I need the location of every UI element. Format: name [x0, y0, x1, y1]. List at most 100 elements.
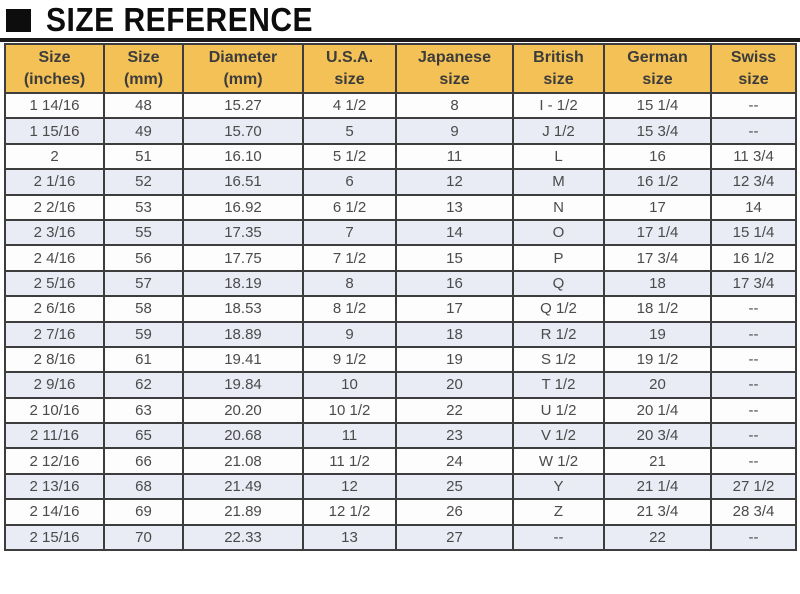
table-cell: 11: [395, 142, 514, 171]
table-cell: 15: [395, 244, 514, 272]
table-cell: 16: [603, 142, 712, 171]
table-cell: 22.33: [182, 523, 304, 552]
table-cell: --: [710, 396, 797, 425]
table-cell: R 1/2: [512, 320, 605, 348]
table-row: 2 4/16 56 17.75 7 1/2 15 P 17 3/4 16 1/2: [4, 244, 797, 272]
table-cell: 13: [395, 193, 514, 221]
column-header-3: U.S.A. size: [302, 43, 397, 94]
size-table-head: Size (inches) Size (mm) Diameter (mm) U.S.A…: [4, 43, 797, 94]
table-cell: 2 9/16: [4, 371, 105, 399]
table-cell: --: [710, 371, 797, 399]
table-row: 1 15/16 49 15.70 5 9 J 1/2 15 3/4 --: [4, 117, 797, 145]
table-cell: 48: [103, 91, 184, 120]
table-cell: 2 12/16: [4, 447, 105, 475]
size-table-body: 1 14/16 48 15.27 4 1/2 8 I - 1/2 15 1/4 -- 1 15/…: [4, 91, 797, 552]
table-cell: 19.84: [182, 371, 304, 399]
table-cell: 7 1/2: [302, 244, 397, 272]
table-row: 2 14/16 69 21.89 12 1/2 26 Z 21 3/4 28 3/4: [4, 498, 797, 526]
table-cell: 2 4/16: [4, 244, 105, 272]
table-cell: Q 1/2: [512, 295, 605, 323]
table-cell: J 1/2: [512, 117, 605, 145]
table-cell: 4 1/2: [302, 91, 397, 120]
table-cell: 17 3/4: [710, 269, 797, 298]
table-cell: 20.20: [182, 396, 304, 425]
table-cell: 19.41: [182, 345, 304, 374]
table-cell: U 1/2: [512, 396, 605, 425]
table-cell: 17: [603, 193, 712, 221]
table-cell: 16 1/2: [710, 244, 797, 272]
table-cell: 2 11/16: [4, 422, 105, 450]
table-cell: 70: [103, 523, 184, 552]
table-cell: 53: [103, 193, 184, 221]
column-header-1: Size (mm): [103, 43, 184, 94]
column-header-6: German size: [603, 43, 712, 94]
table-cell: 63: [103, 396, 184, 425]
table-cell: 2 14/16: [4, 498, 105, 526]
table-cell: 27 1/2: [710, 472, 797, 501]
table-cell: 19: [395, 345, 514, 374]
table-cell: 7: [302, 218, 397, 247]
table-cell: Y: [512, 472, 605, 501]
table-cell: 20: [395, 371, 514, 399]
table-cell: 20 1/4: [603, 396, 712, 425]
table-cell: 16.10: [182, 142, 304, 171]
header-row: Size (inches) Size (mm) Diameter (mm) U.S.A…: [4, 43, 797, 94]
table-cell: 6 1/2: [302, 193, 397, 221]
table-row: 2 6/16 58 18.53 8 1/2 17 Q 1/2 18 1/2 --: [4, 295, 797, 323]
table-cell: I - 1/2: [512, 91, 605, 120]
table-cell: 2 6/16: [4, 295, 105, 323]
table-cell: 18.19: [182, 269, 304, 298]
table-cell: 19 1/2: [603, 345, 712, 374]
table-row: 2 2/16 53 16.92 6 1/2 13 N 17 14: [4, 193, 797, 221]
table-cell: 61: [103, 345, 184, 374]
table-cell: --: [710, 117, 797, 145]
table-cell: 65: [103, 422, 184, 450]
table-cell: 12: [302, 472, 397, 501]
table-cell: 18.89: [182, 320, 304, 348]
table-cell: 12: [395, 168, 514, 196]
column-header-0: Size (inches): [4, 43, 105, 94]
table-cell: 15 1/4: [603, 91, 712, 120]
table-row: 2 3/16 55 17.35 7 14 O 17 1/4 15 1/4: [4, 218, 797, 247]
table-cell: 18: [395, 320, 514, 348]
table-cell: 69: [103, 498, 184, 526]
table-cell: 2 10/16: [4, 396, 105, 425]
table-cell: 5 1/2: [302, 142, 397, 171]
table-cell: 10: [302, 371, 397, 399]
table-cell: 49: [103, 117, 184, 145]
table-cell: 55: [103, 218, 184, 247]
table-cell: 9 1/2: [302, 345, 397, 374]
table-cell: 2 7/16: [4, 320, 105, 348]
table-cell: 21.08: [182, 447, 304, 475]
table-cell: 17 3/4: [603, 244, 712, 272]
table-cell: 21.49: [182, 472, 304, 501]
table-cell: T 1/2: [512, 371, 605, 399]
page-title: SIZE REFERENCE: [46, 1, 314, 39]
table-cell: 21.89: [182, 498, 304, 526]
table-cell: 2 1/16: [4, 168, 105, 196]
page-header: SIZE REFERENCE: [0, 0, 800, 39]
table-cell: 14: [710, 193, 797, 221]
table-cell: 13: [302, 523, 397, 552]
table-cell: --: [512, 523, 605, 552]
table-cell: 2 5/16: [4, 269, 105, 298]
table-cell: 15.70: [182, 117, 304, 145]
table-cell: 23: [395, 422, 514, 450]
table-cell: 5: [302, 117, 397, 145]
table-cell: --: [710, 422, 797, 450]
table-cell: 8 1/2: [302, 295, 397, 323]
table-row: 1 14/16 48 15.27 4 1/2 8 I - 1/2 15 1/4 --: [4, 91, 797, 120]
column-header-5: British size: [512, 43, 605, 94]
table-cell: 16 1/2: [603, 168, 712, 196]
table-cell: 12 1/2: [302, 498, 397, 526]
table-cell: 2 3/16: [4, 218, 105, 247]
table-cell: Q: [512, 269, 605, 298]
table-cell: 8: [302, 269, 397, 298]
table-cell: 18: [603, 269, 712, 298]
table-cell: --: [710, 320, 797, 348]
table-cell: 66: [103, 447, 184, 475]
table-cell: N: [512, 193, 605, 221]
table-cell: 21 1/4: [603, 472, 712, 501]
table-cell: 20.68: [182, 422, 304, 450]
table-row: 2 1/16 52 16.51 6 12 M 16 1/2 12 3/4: [4, 168, 797, 196]
